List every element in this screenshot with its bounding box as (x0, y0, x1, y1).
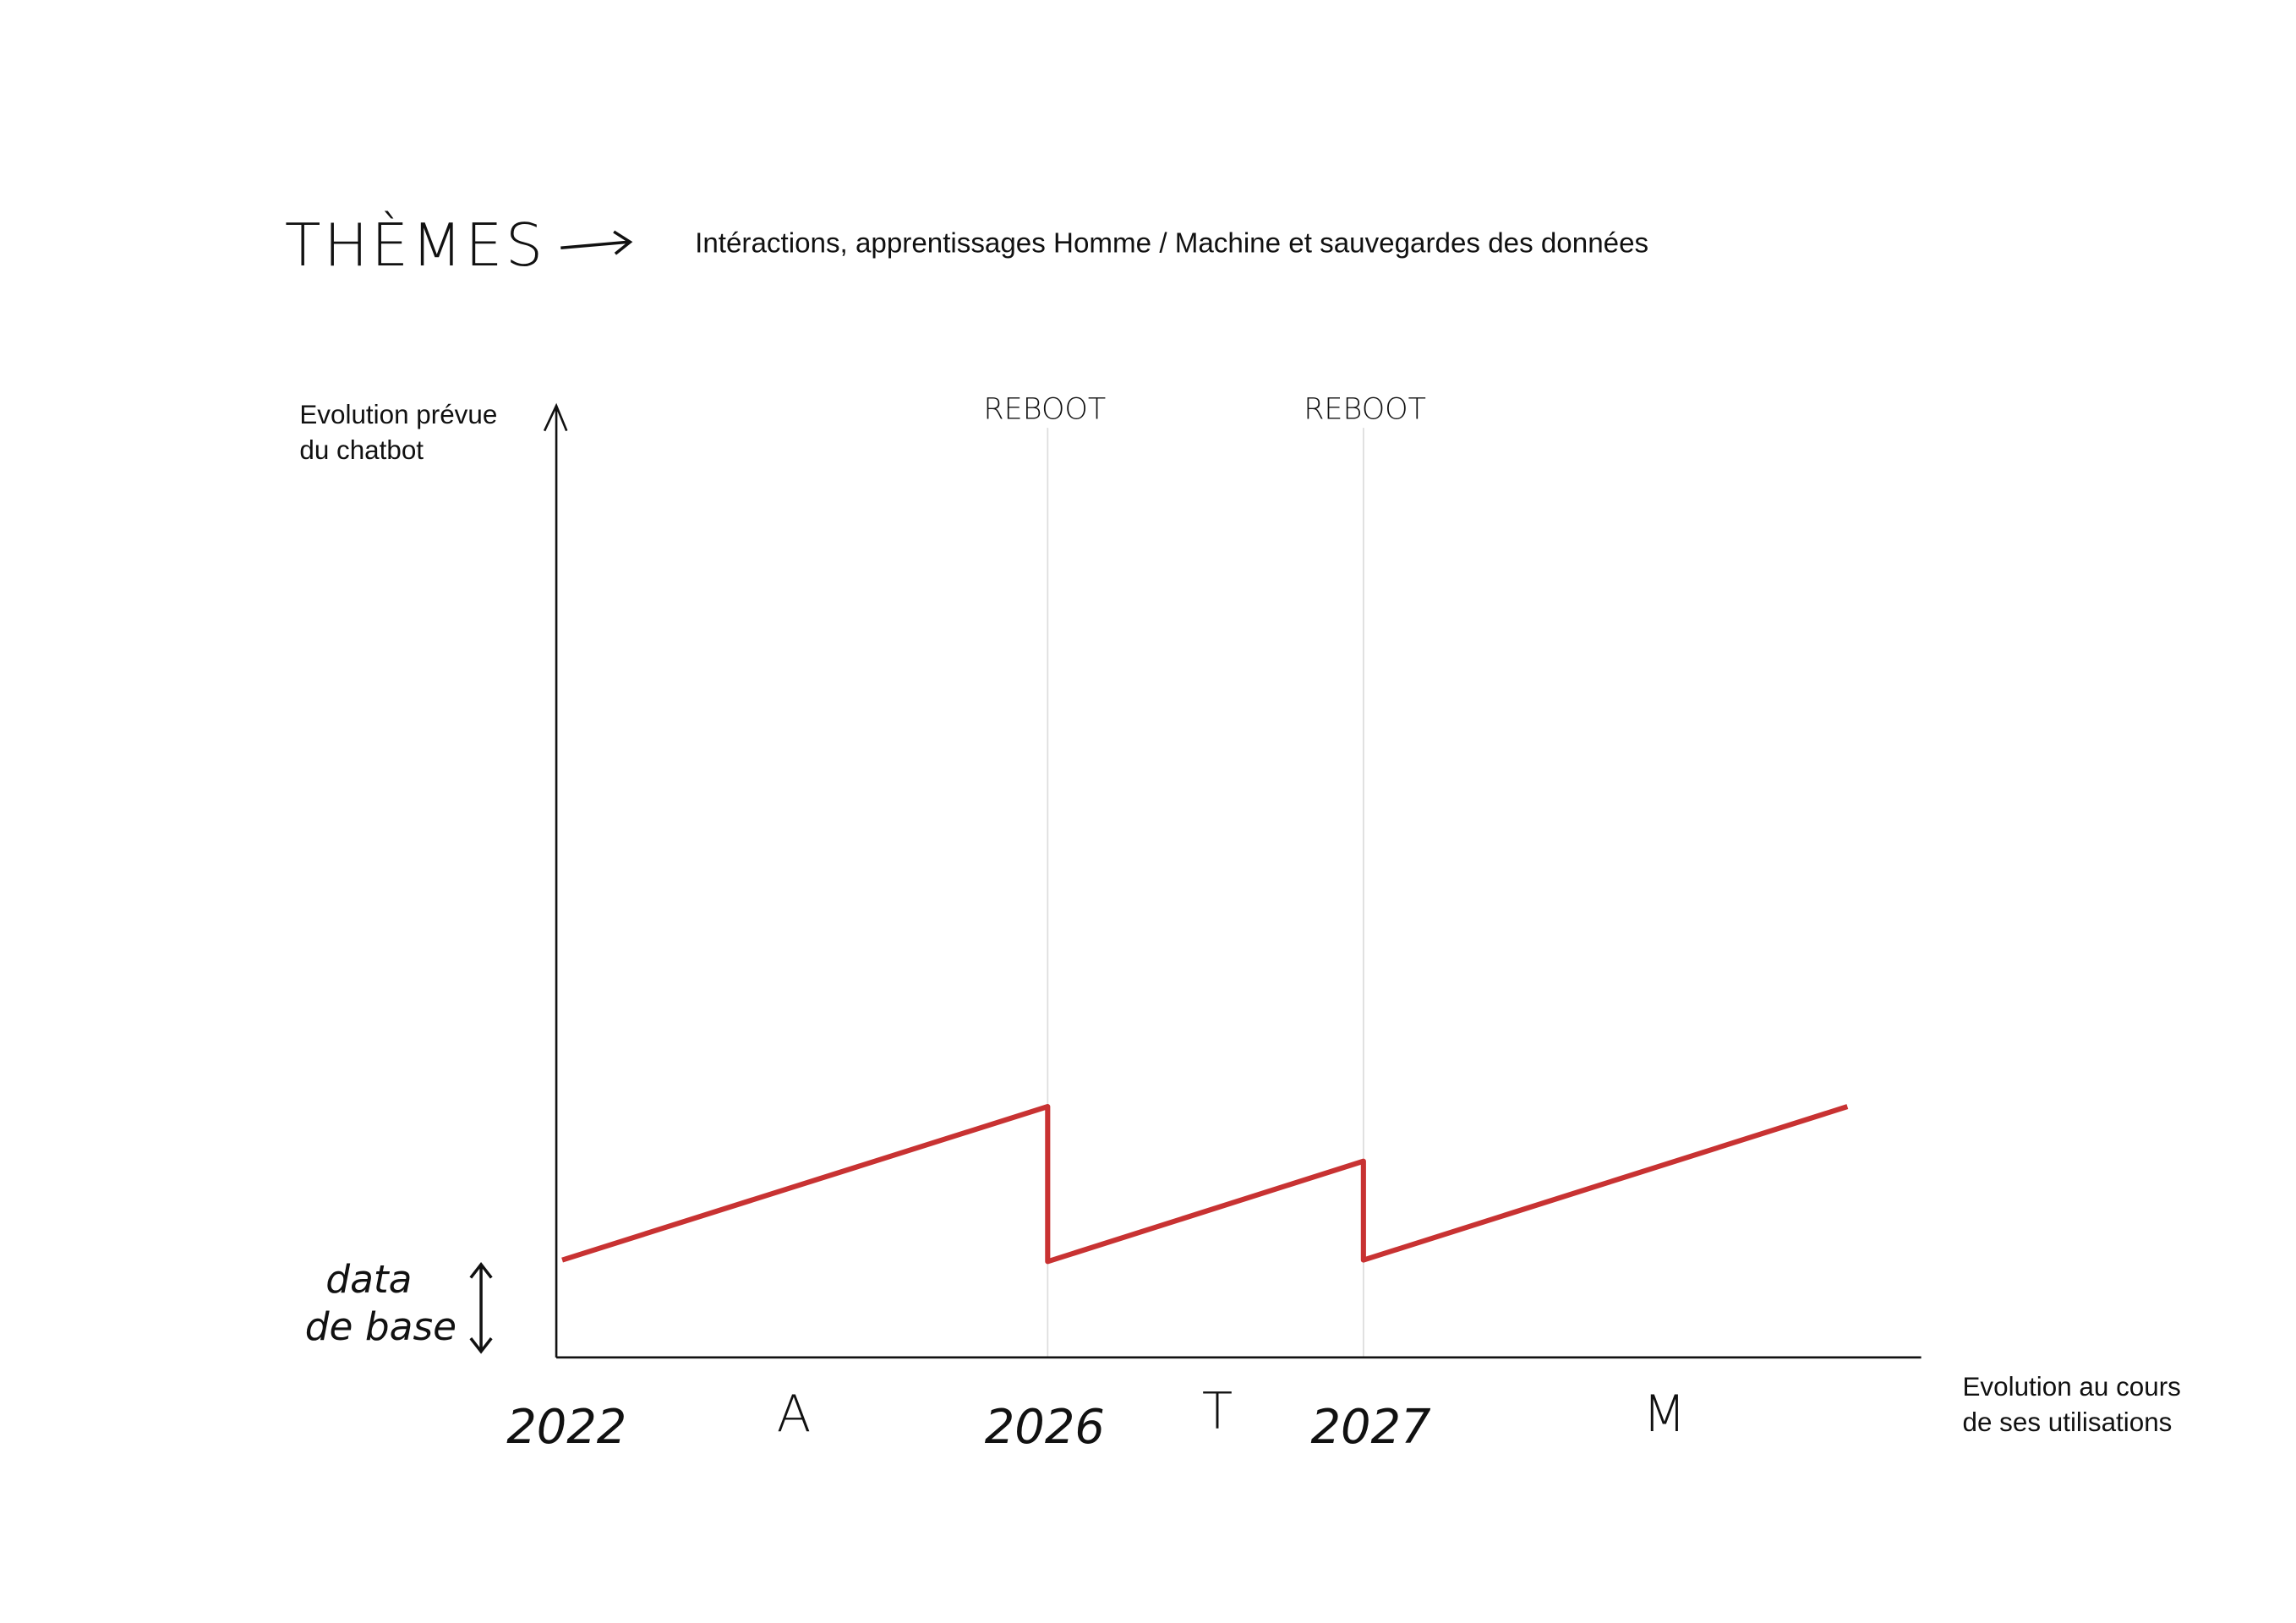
baseline-label: de base (305, 1304, 456, 1349)
baseline-label: data (325, 1257, 412, 1302)
y-axis-label: du chatbot (299, 435, 424, 465)
period-letter: T (1202, 1382, 1233, 1440)
x-axis-label: de ses utilisations (1962, 1407, 2172, 1437)
y-axis-label: Evolution prévue (299, 400, 497, 429)
year-label: 2027 (1311, 1400, 1432, 1455)
baseline-arrow (469, 1262, 493, 1354)
period-letter: M (1643, 1385, 1686, 1443)
year-label: 2026 (985, 1400, 1105, 1455)
reboot-label: REBOOT (1304, 393, 1426, 427)
reboot-label: REBOOT (983, 393, 1106, 427)
period-letter: A (777, 1385, 812, 1443)
title-arrow (560, 230, 633, 255)
title: THÈMES (285, 210, 546, 280)
subtitle: Intéractions, apprentissages Homme / Mac… (695, 227, 1648, 259)
evolution-line (561, 1104, 1849, 1265)
x-axis-label: Evolution au cours (1962, 1372, 2180, 1402)
y-axis (543, 402, 568, 1358)
year-label: 2022 (506, 1400, 626, 1455)
